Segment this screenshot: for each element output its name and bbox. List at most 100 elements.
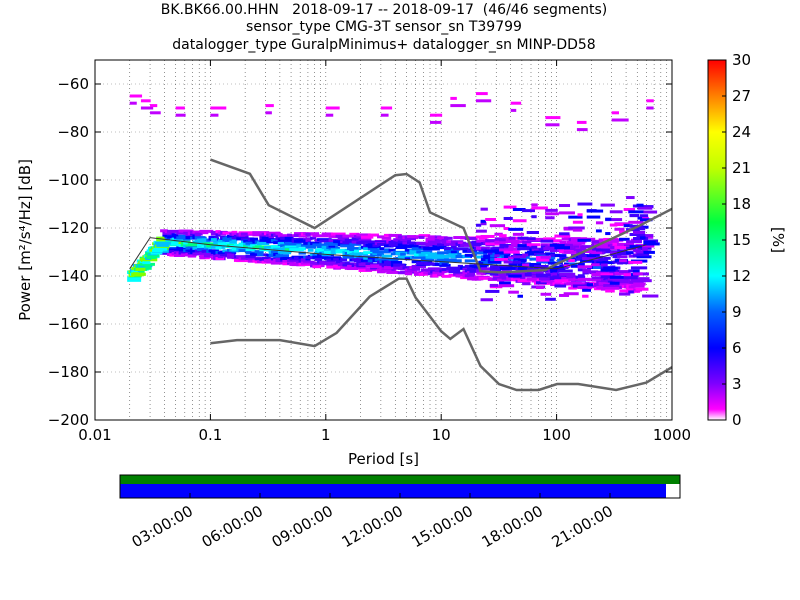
psd-cell bbox=[252, 233, 266, 237]
psd-cell bbox=[517, 244, 530, 248]
psd-cell bbox=[245, 248, 256, 252]
psd-cell bbox=[175, 113, 186, 117]
psd-cell bbox=[423, 262, 435, 266]
psd-cell bbox=[503, 250, 520, 254]
psd-cell bbox=[411, 267, 421, 271]
psd-cell bbox=[321, 245, 329, 249]
psd-cell bbox=[176, 231, 187, 235]
psd-cell bbox=[526, 277, 537, 281]
psd-cell bbox=[231, 230, 238, 234]
time-tick-label: 03:00:00 bbox=[129, 502, 196, 551]
psd-cell bbox=[485, 239, 503, 243]
psd-cell bbox=[533, 250, 540, 254]
psd-cell bbox=[628, 260, 643, 264]
x-tick-label: 0.01 bbox=[78, 426, 111, 444]
psd-cell bbox=[273, 234, 280, 238]
psd-cell bbox=[529, 257, 538, 261]
psd-cell bbox=[619, 237, 630, 241]
psd-cell bbox=[236, 255, 244, 259]
psd-cell bbox=[626, 251, 634, 255]
psd-cell bbox=[531, 215, 537, 219]
y-tick-label: −200 bbox=[48, 411, 89, 429]
psd-cell bbox=[591, 276, 604, 280]
psd-cell bbox=[381, 236, 392, 240]
psd-cell bbox=[257, 253, 264, 257]
x-tick-label: 1000 bbox=[653, 426, 691, 444]
psd-cell bbox=[393, 263, 405, 267]
psd-cell bbox=[643, 242, 660, 246]
psd-cell bbox=[273, 247, 286, 251]
y-axis-label: Power [m²/s⁴/Hz] [dB] bbox=[16, 159, 34, 321]
psd-cell bbox=[351, 252, 368, 256]
psd-cell bbox=[127, 278, 142, 282]
psd-cell bbox=[284, 236, 293, 240]
psd-cell bbox=[464, 236, 478, 240]
psd-cell bbox=[349, 242, 362, 246]
psd-cell bbox=[129, 94, 143, 98]
psd-cell bbox=[455, 267, 465, 271]
psd-cell bbox=[609, 210, 623, 214]
psd-cell bbox=[142, 261, 151, 265]
psd-cell bbox=[448, 253, 458, 257]
psd-cell bbox=[427, 235, 436, 239]
psd-cell bbox=[215, 233, 221, 237]
colorbar-tick-label: 18 bbox=[732, 195, 751, 213]
psd-cell bbox=[515, 247, 532, 251]
psd-cell bbox=[517, 259, 527, 263]
psd-cell bbox=[450, 96, 457, 100]
psd-cell bbox=[457, 241, 463, 245]
psd-cell bbox=[522, 263, 530, 267]
psd-cell bbox=[552, 272, 558, 276]
psd-cell bbox=[485, 242, 500, 246]
psd-cell bbox=[568, 226, 585, 230]
psd-cell bbox=[512, 260, 521, 264]
psd-cell bbox=[210, 238, 217, 242]
psd-cell bbox=[277, 238, 290, 242]
psd-cell bbox=[475, 246, 482, 250]
psd-cell bbox=[605, 286, 620, 290]
psd-cell bbox=[577, 238, 591, 242]
psd-cell bbox=[314, 257, 323, 261]
psd-cell bbox=[582, 245, 600, 249]
psd-cell bbox=[524, 263, 534, 267]
psd-cell bbox=[554, 279, 571, 283]
psd-cell bbox=[531, 245, 538, 249]
psd-cell bbox=[374, 258, 390, 262]
psd-cell bbox=[478, 276, 492, 280]
psd-cell bbox=[167, 248, 181, 252]
psd-cell bbox=[480, 298, 493, 302]
psd-cell bbox=[609, 281, 620, 285]
psd-cell bbox=[628, 254, 636, 258]
psd-cell bbox=[328, 242, 341, 246]
psd-cell bbox=[503, 227, 510, 231]
psd-cell bbox=[347, 250, 354, 254]
psd-cell bbox=[480, 234, 495, 238]
psd-cell bbox=[430, 120, 442, 124]
psd-cell bbox=[591, 246, 606, 250]
psd-cell bbox=[247, 259, 254, 263]
psd-cell bbox=[178, 251, 192, 255]
psd-cell bbox=[326, 265, 339, 269]
psd-cell bbox=[377, 253, 385, 257]
psd-cell bbox=[503, 205, 517, 209]
psd-cell bbox=[386, 270, 399, 274]
chart-title-line-1: BK.BK66.00.HHN 2018-09-17 -- 2018-09-17 … bbox=[160, 2, 608, 18]
psd-cell bbox=[347, 267, 359, 271]
psd-cell bbox=[437, 251, 453, 255]
psd-cell bbox=[595, 221, 604, 225]
psd-cell bbox=[476, 246, 490, 250]
psd-cell bbox=[287, 242, 299, 246]
psd-cell bbox=[245, 241, 256, 245]
psd-cell bbox=[637, 247, 647, 251]
psd-cell bbox=[365, 268, 372, 272]
psd-cell bbox=[450, 250, 457, 254]
psd-cell bbox=[503, 239, 520, 243]
psd-cell bbox=[425, 237, 436, 241]
psd-cell bbox=[360, 258, 375, 262]
psd-cell bbox=[194, 232, 203, 236]
psd-cell bbox=[512, 219, 527, 223]
psd-cell bbox=[621, 261, 634, 265]
psd-cell bbox=[628, 290, 634, 294]
psd-cell bbox=[513, 243, 522, 247]
psd-cell bbox=[639, 236, 646, 240]
